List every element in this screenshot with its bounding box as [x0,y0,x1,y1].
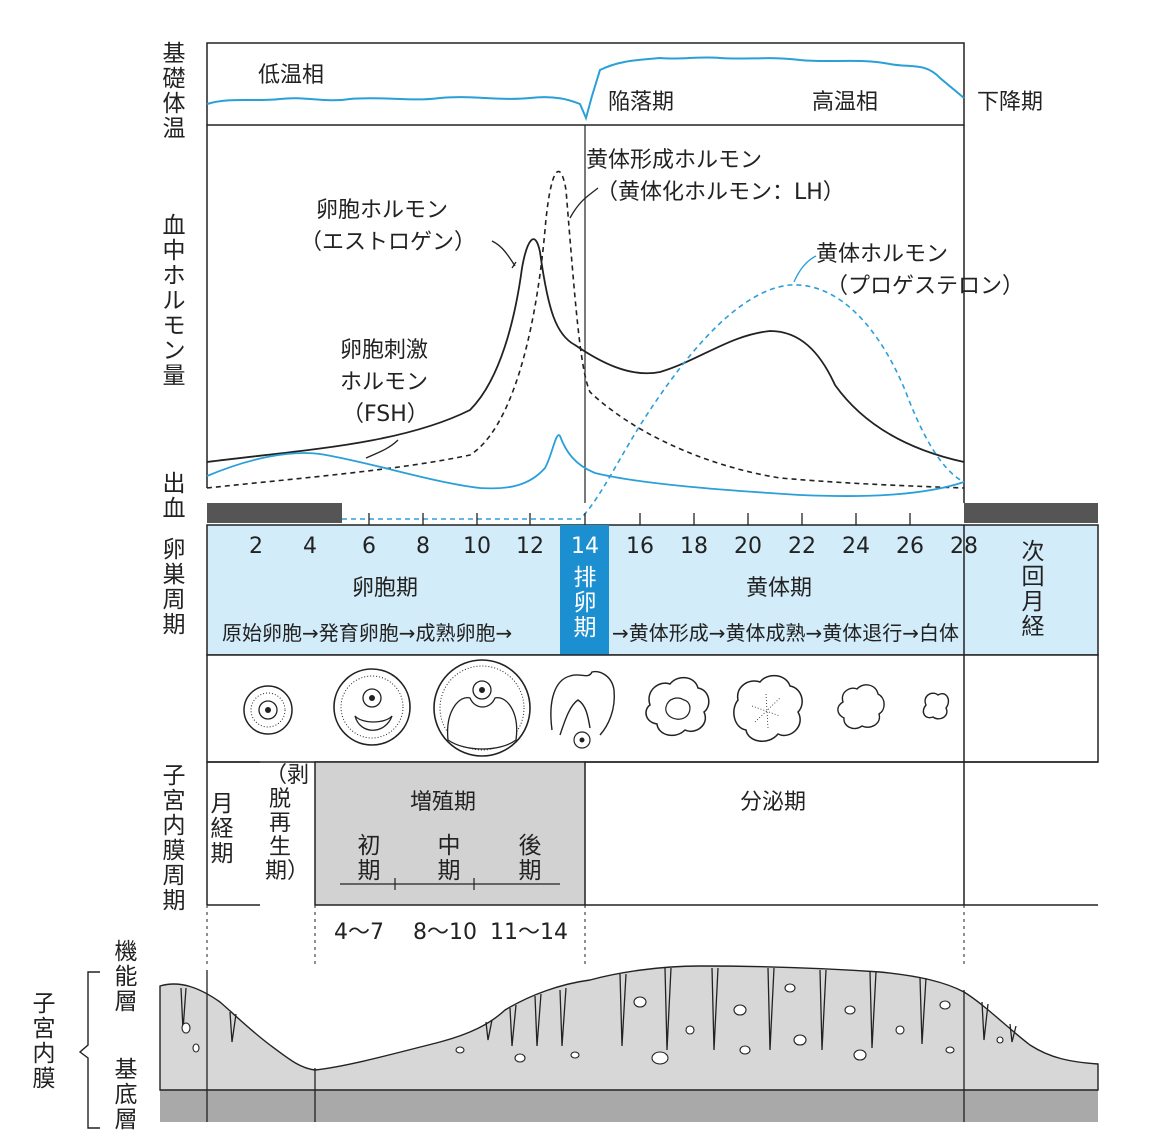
proliferative-box [314,761,586,906]
ovulation-band [560,525,609,655]
falling-phase-label: 陥落期 [608,90,675,115]
progesterone-label-line1: 黄体ホルモン [816,242,949,267]
next-bleeding-bar [964,503,1098,523]
fsh-curve [206,434,965,497]
day-label: 6 [362,534,376,559]
day-label: 2 [249,534,263,559]
ovary-side-label: 卵巣周期 [162,537,186,638]
corpus-luteum-regressing [837,684,885,730]
day-ticks [368,513,911,525]
early-stage-label: 初期 [357,833,381,884]
bleeding-bar [207,503,342,523]
ovulation-phase-label: 排卵期 [573,565,597,641]
day-label: 26 [896,534,924,559]
mature-follicle [433,659,531,757]
decline-phase-label: 下降期 [977,90,1044,115]
regeneration-phase-label: （剥脱再生期） [265,763,310,884]
lh-curve [206,170,965,489]
late-range-label: 11〜14 [490,920,568,945]
secretory-phase-label: 分泌期 [740,790,807,815]
day-label: 24 [842,534,870,559]
corpus-luteum-mature [733,674,803,742]
late-stage-label: 後期 [518,833,542,884]
day-label: 12 [516,534,544,559]
day-label: 22 [788,534,816,559]
primordial-follicle [243,685,293,735]
bleeding-side-label: 出血 [162,471,186,522]
bbt-curve [206,56,965,122]
estrogen-label-line1: 卵胞ホルモン [316,198,449,223]
fsh-label-line1: 卵胞刺激 [340,338,429,363]
growing-follicle [333,668,411,746]
endometrium-bracket [78,971,100,1129]
ovulation-follicle [550,670,616,749]
day-label: 20 [734,534,762,559]
mid-range-label: 8〜10 [413,920,477,945]
day-label: 18 [680,534,708,559]
day-label: 16 [626,534,654,559]
lh-label-line2: （黄体化ホルモン：LH） [596,180,845,205]
low-temp-label: 低温相 [258,63,325,88]
mid-stage-label: 中期 [437,833,461,884]
day-label-ovulation: 14 [571,534,599,559]
high-temp-label: 高温相 [812,90,879,115]
next-menses-label: 次回月経 [1021,539,1045,640]
day-label: 28 [950,534,978,559]
day-label: 4 [303,534,317,559]
early-range-label: 4〜7 [334,920,384,945]
corpus-albicans [922,692,950,720]
fsh-label-line3: （FSH） [342,402,429,427]
menstrual-phase-label: 月経期 [210,791,234,867]
estrogen-label-line2: （エストロゲン） [300,230,477,255]
day-label: 8 [416,534,430,559]
endometrium-illustration [159,965,1099,1122]
corpus-luteum-forming [645,676,710,737]
bbt-side-label: 基礎体温 [162,41,186,142]
basal-layer-label: 基底層 [114,1057,138,1133]
fsh-label-line2: ホルモン [340,370,429,395]
hormone-side-label: 血中ホルモン量 [162,213,186,389]
endometrium-side-label: 子宮内膜 [32,991,56,1092]
luteal-stages-label: →黄体形成→黄体成熟→黄体退行→白体 [612,621,960,645]
progesterone-curve [342,284,965,520]
lh-label-line1: 黄体形成ホルモン [586,148,763,173]
day-label: 10 [463,534,491,559]
ovary-band [206,524,1099,656]
functional-layer-label: 機能層 [114,939,138,1015]
proliferative-phase-label: 増殖期 [410,790,477,815]
follicular-phase-label: 卵胞期 [352,576,419,601]
luteal-phase-label: 黄体期 [746,576,813,601]
estrogen-curve [206,238,965,463]
uterus-side-label: 子宮内膜周期 [162,763,186,914]
follicular-stages-label: 原始卵胞→発育卵胞→成熟卵胞→ [222,621,513,645]
progesterone-label-line2: （プロゲステロン） [826,274,1025,299]
